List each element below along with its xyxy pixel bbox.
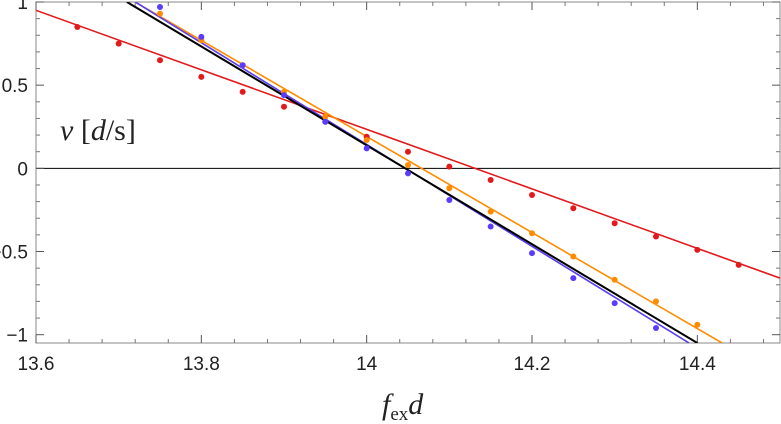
data-point	[735, 261, 742, 268]
data-point	[446, 196, 453, 203]
data-point	[653, 325, 659, 332]
data-point	[694, 321, 701, 328]
data-point	[570, 275, 577, 282]
data-point	[239, 62, 246, 69]
y-tick-label: −1	[6, 326, 28, 347]
data-point	[529, 191, 535, 198]
data-point	[115, 40, 122, 47]
data-point	[239, 88, 246, 95]
data-point	[281, 103, 287, 110]
x-tick-label: 14	[356, 354, 378, 375]
y-tick-label: 0.5	[2, 76, 28, 97]
y-tick-label: 0	[17, 159, 28, 180]
y-tick-label: −0.5	[0, 243, 28, 264]
data-point	[322, 113, 329, 120]
tick-labels: 13.6 13.8 14 14.2 14.4 −1 −0.5 0 0.5 1	[0, 0, 716, 375]
data-point	[653, 298, 659, 305]
data-point	[322, 118, 329, 125]
data-point	[363, 137, 370, 144]
x-tick-label: 14.2	[514, 354, 551, 375]
data-point	[611, 300, 618, 307]
x-tick-label: 13.8	[183, 354, 220, 375]
y-tick-label: 1	[17, 0, 28, 14]
tick-marks	[35, 1, 780, 343]
data-point	[487, 176, 494, 183]
data-point	[405, 162, 411, 169]
series-line	[36, 9, 780, 279]
x-tick-label: 14.4	[679, 354, 716, 375]
data-point	[74, 23, 81, 30]
x-tick-label: 13.6	[18, 354, 55, 375]
series-points	[74, 3, 742, 332]
data-point	[611, 220, 618, 227]
data-point	[529, 250, 535, 257]
data-point	[157, 57, 163, 64]
series-line	[134, 2, 723, 343]
data-point	[529, 230, 535, 237]
data-point	[694, 246, 701, 253]
x-axis-label: fexd	[382, 388, 424, 424]
data-point	[446, 185, 453, 192]
data-point	[405, 148, 411, 155]
plot-frame	[35, 1, 781, 344]
data-point	[487, 208, 494, 215]
data-point	[570, 205, 577, 212]
data-point	[157, 10, 163, 17]
data-point	[446, 163, 453, 170]
series-line	[126, 2, 698, 343]
series-lines	[36, 2, 780, 343]
data-point	[157, 3, 163, 10]
data-point	[198, 73, 205, 80]
data-point	[363, 145, 370, 152]
data-point	[487, 223, 494, 230]
y-axis-label: v [d/s]	[60, 114, 136, 147]
data-point	[570, 253, 577, 260]
data-point	[281, 92, 287, 99]
data-point	[611, 276, 618, 283]
data-point	[653, 233, 659, 240]
data-point	[198, 33, 205, 40]
data-point	[405, 170, 411, 177]
